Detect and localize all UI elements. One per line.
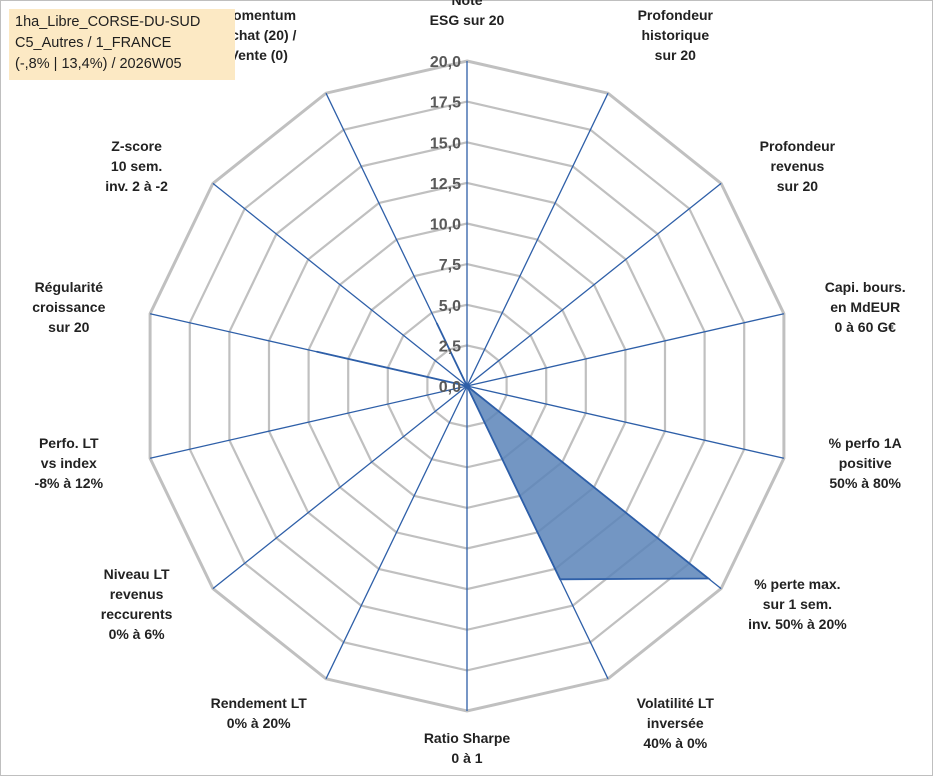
axis-label-line: Ratio Sharpe (424, 730, 511, 746)
axis-spoke (212, 182, 468, 387)
axis-label: Momentum Achat (20) / Vente (0) (221, 7, 297, 63)
tick-label: 20,0 (430, 54, 461, 71)
axis-label: Profondeur historique sur 20 (638, 7, 714, 63)
axis-label-line: sur 1 sem. (763, 596, 832, 612)
axis-label-line: 40% à 0% (643, 735, 707, 751)
axis-label-line: revenus (771, 158, 825, 174)
radial-tick-labels: 0,0 2,5 5,0 7,5 10,0 12,5 15,0 17,5 20,0 (430, 54, 461, 396)
axis-label-line: -8% à 12% (35, 475, 104, 491)
axis-label: Note ESG sur 20 (430, 0, 505, 28)
axis-label-line: Rendement LT (211, 695, 308, 711)
axis-label-line: Profondeur (760, 138, 836, 154)
axis-label-line: Capi. bours. (825, 279, 906, 295)
axis-label-line: 0 à 1 (451, 750, 482, 766)
axis-label-line: sur 20 (655, 47, 696, 63)
axis-label-line: Profondeur (638, 7, 714, 23)
tick-label: 5,0 (439, 298, 461, 315)
axis-label-line: sur 20 (48, 319, 89, 335)
axis-label-line: 0 à 60 G€ (834, 319, 896, 335)
info-line-1: 1ha_Libre_CORSE-DU-SUD (15, 14, 201, 30)
tick-label: 12,5 (430, 176, 461, 193)
axis-spoke (149, 385, 468, 459)
axis-label-line: reccurents (101, 606, 173, 622)
axis-label: Régularité croissance sur 20 (32, 279, 105, 335)
axis-label-line: Niveau LT (104, 566, 170, 582)
axis-label-line: vs index (41, 455, 97, 471)
axis-label-line: croissance (32, 299, 105, 315)
info-line-3: (-,8% | 13,4%) / 2026W05 (15, 56, 182, 72)
axis-label-line: Achat (20) / (221, 27, 297, 43)
axis-label-line: inversée (647, 715, 704, 731)
axis-label: Perfo. LT vs index -8% à 12% (35, 435, 104, 491)
axis-label-line: 0% à 6% (109, 626, 166, 642)
axis-label: % perte max. sur 1 sem. inv. 50% à 20% (748, 576, 847, 632)
axis-label: Ratio Sharpe 0 à 1 (424, 730, 511, 766)
axis-spoke (466, 182, 722, 387)
axis-spoke (466, 92, 609, 387)
axis-label-line: 50% à 80% (829, 475, 901, 491)
axis-spoke (325, 385, 468, 680)
tick-label: 7,5 (439, 257, 461, 274)
axis-spoke (466, 385, 785, 459)
axis-label-line: Momentum (221, 7, 296, 23)
axis-label-line: sur 20 (777, 178, 818, 194)
axis-label: Volatilité LT inversée 40% à 0% (637, 695, 715, 751)
axis-labels: Note ESG sur 20 Profondeur historique sur 20… (32, 0, 905, 766)
axis-label-line: en MdEUR (830, 299, 900, 315)
axis-label-line: historique (641, 27, 709, 43)
axis-label-line: Volatilité LT (637, 695, 715, 711)
tick-label: 15,0 (430, 135, 461, 152)
axis-label: Niveau LT revenus reccurents 0% à 6% (101, 566, 173, 642)
axis-label-line: 0% à 20% (227, 715, 291, 731)
info-box: 1ha_Libre_CORSE-DU-SUD C5_Autres / 1_FRA… (9, 9, 235, 80)
axis-label-line: Vente (0) (230, 47, 288, 63)
axis-label-line: Régularité (35, 279, 104, 295)
axis-label-line: revenus (110, 586, 164, 602)
axis-label: Capi. bours. en MdEUR 0 à 60 G€ (825, 279, 906, 335)
axis-spoke (212, 385, 468, 590)
axis-label: Z-score 10 sem. inv. 2 à -2 (105, 138, 168, 194)
axis-label-line: inv. 2 à -2 (105, 178, 168, 194)
axis-label-line: positive (839, 455, 892, 471)
axis-label: % perfo 1A positive 50% à 80% (829, 435, 902, 491)
tick-label: 0,0 (439, 379, 461, 396)
axis-label-line: 10 sem. (111, 158, 162, 174)
tick-label: 10,0 (430, 217, 461, 234)
axis-spoke (466, 313, 785, 387)
axis-label-line: Z-score (111, 138, 162, 154)
axis-label: Rendement LT 0% à 20% (211, 695, 308, 731)
axis-label-line: % perte max. (754, 576, 840, 592)
info-line-2: C5_Autres / 1_FRANCE (15, 35, 172, 51)
tick-label: 17,5 (430, 95, 461, 112)
tick-label: 2,5 (439, 338, 461, 355)
axis-label-line: Perfo. LT (39, 435, 99, 451)
axis-label: Profondeur revenus sur 20 (760, 138, 836, 194)
axis-label-line: Note (451, 0, 482, 8)
axis-label-line: inv. 50% à 20% (748, 616, 847, 632)
axis-label-line: ESG sur 20 (430, 12, 505, 28)
axis-label-line: % perfo 1A (829, 435, 902, 451)
radar-series (316, 322, 711, 581)
series-area (316, 322, 711, 581)
